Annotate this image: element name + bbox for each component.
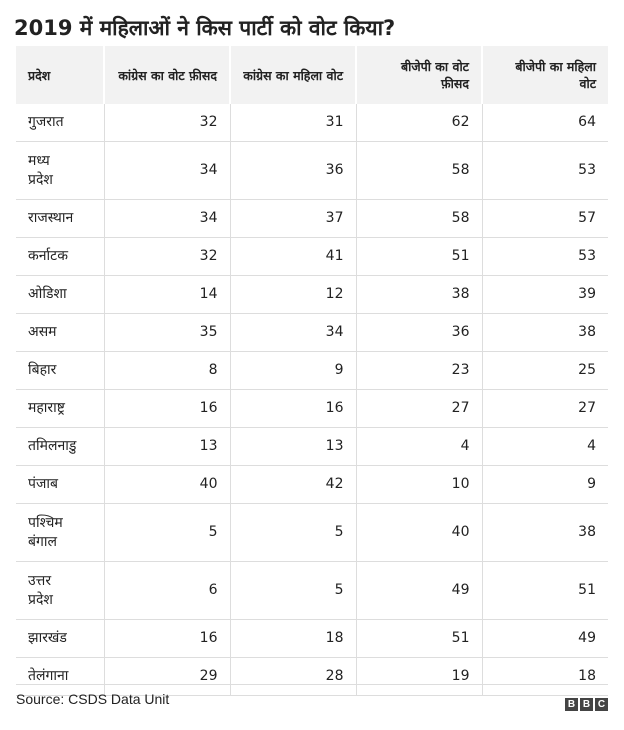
value-cell: 51 [356, 619, 483, 658]
value-cell: 51 [356, 237, 483, 276]
value-cell: 53 [482, 237, 608, 276]
state-cell: मध्य प्रदेश [16, 141, 105, 200]
value-cell: 57 [482, 199, 608, 238]
value-cell: 25 [482, 351, 608, 390]
value-cell: 32 [104, 104, 231, 142]
value-cell: 64 [482, 104, 608, 142]
value-cell: 4 [356, 427, 483, 466]
value-cell: 4 [482, 427, 608, 466]
column-header-bjp-women-vote: बीजेपी का महिला वोट [482, 46, 608, 104]
table-row: कर्नाटक 32 41 51 53 [16, 237, 608, 276]
table-row: असम 35 34 36 38 [16, 313, 608, 352]
value-cell: 53 [482, 141, 608, 200]
table-row: झारखंड 16 18 51 49 [16, 619, 608, 658]
table-row: पश्चिम बंगाल 5 5 40 38 [16, 503, 608, 562]
column-header-congress-women-vote: कांग्रेस का महिला वोट [230, 46, 357, 104]
logo-letter: B [580, 698, 593, 711]
vote-share-table: प्रदेश कांग्रेस का वोट फ़ीसद कांग्रेस का… [16, 46, 608, 696]
column-header-congress-vote-share: कांग्रेस का वोट फ़ीसद [104, 46, 231, 104]
state-cell: बिहार [16, 351, 105, 390]
bbc-logo: B B C [565, 698, 608, 711]
value-cell: 40 [104, 465, 231, 504]
value-cell: 34 [230, 313, 357, 352]
source-note: Source: CSDS Data Unit [16, 691, 170, 707]
table-row: महाराष्ट्र 16 16 27 27 [16, 389, 608, 428]
value-cell: 23 [356, 351, 483, 390]
table-row: पंजाब 40 42 10 9 [16, 465, 608, 504]
table-row: गुजरात 32 31 62 64 [16, 104, 608, 142]
chart-title: 2019 में महिलाओं ने किस पार्टी को वोट कि… [14, 16, 396, 40]
value-cell: 49 [356, 561, 483, 620]
state-cell: तमिलनाडु [16, 427, 105, 466]
value-cell: 38 [482, 503, 608, 562]
value-cell: 34 [104, 199, 231, 238]
value-cell: 9 [482, 465, 608, 504]
table-header-row: प्रदेश कांग्रेस का वोट फ़ीसद कांग्रेस का… [16, 46, 608, 104]
value-cell: 12 [230, 275, 357, 314]
value-cell: 31 [230, 104, 357, 142]
column-header-state: प्रदेश [16, 46, 105, 104]
value-cell: 40 [356, 503, 483, 562]
state-cell: असम [16, 313, 105, 352]
value-cell: 29 [104, 657, 231, 696]
value-cell: 8 [104, 351, 231, 390]
state-cell: उत्तर प्रदेश [16, 561, 105, 620]
state-cell: ओडिशा [16, 275, 105, 314]
logo-letter: B [565, 698, 578, 711]
state-cell: कर्नाटक [16, 237, 105, 276]
value-cell: 38 [482, 313, 608, 352]
value-cell: 10 [356, 465, 483, 504]
logo-letter: C [595, 698, 608, 711]
value-cell: 13 [230, 427, 357, 466]
value-cell: 5 [230, 561, 357, 620]
value-cell: 34 [104, 141, 231, 200]
value-cell: 18 [482, 657, 608, 696]
table-row: मध्य प्रदेश 34 36 58 53 [16, 141, 608, 200]
value-cell: 58 [356, 141, 483, 200]
table-body: गुजरात 32 31 62 64 मध्य प्रदेश 34 36 58 53 राजस्थान… [16, 104, 608, 696]
value-cell: 41 [230, 237, 357, 276]
value-cell: 19 [356, 657, 483, 696]
value-cell: 5 [230, 503, 357, 562]
value-cell: 37 [230, 199, 357, 238]
value-cell: 36 [356, 313, 483, 352]
value-cell: 16 [104, 389, 231, 428]
value-cell: 49 [482, 619, 608, 658]
table-row: ओडिशा 14 12 38 39 [16, 275, 608, 314]
state-cell: पश्चिम बंगाल [16, 503, 105, 562]
value-cell: 36 [230, 141, 357, 200]
value-cell: 51 [482, 561, 608, 620]
table-row: उत्तर प्रदेश 6 5 49 51 [16, 561, 608, 620]
state-cell: पंजाब [16, 465, 105, 504]
state-cell: तेलंगाना [16, 657, 105, 696]
value-cell: 6 [104, 561, 231, 620]
value-cell: 39 [482, 275, 608, 314]
state-cell: महाराष्ट्र [16, 389, 105, 428]
state-cell: गुजरात [16, 104, 105, 142]
state-cell: झारखंड [16, 619, 105, 658]
value-cell: 16 [230, 389, 357, 428]
value-cell: 28 [230, 657, 357, 696]
value-cell: 32 [104, 237, 231, 276]
column-header-bjp-vote-share: बीजेपी का वोट फ़ीसद [356, 46, 483, 104]
value-cell: 13 [104, 427, 231, 466]
value-cell: 35 [104, 313, 231, 352]
state-cell: राजस्थान [16, 199, 105, 238]
value-cell: 62 [356, 104, 483, 142]
value-cell: 9 [230, 351, 357, 390]
value-cell: 27 [482, 389, 608, 428]
footer-divider [16, 684, 608, 685]
value-cell: 38 [356, 275, 483, 314]
table-row: तेलंगाना 29 28 19 18 [16, 657, 608, 696]
value-cell: 58 [356, 199, 483, 238]
table-row: राजस्थान 34 37 58 57 [16, 199, 608, 238]
value-cell: 27 [356, 389, 483, 428]
table-row: तमिलनाडु 13 13 4 4 [16, 427, 608, 466]
value-cell: 5 [104, 503, 231, 562]
value-cell: 42 [230, 465, 357, 504]
table-row: बिहार 8 9 23 25 [16, 351, 608, 390]
value-cell: 14 [104, 275, 231, 314]
value-cell: 16 [104, 619, 231, 658]
value-cell: 18 [230, 619, 357, 658]
